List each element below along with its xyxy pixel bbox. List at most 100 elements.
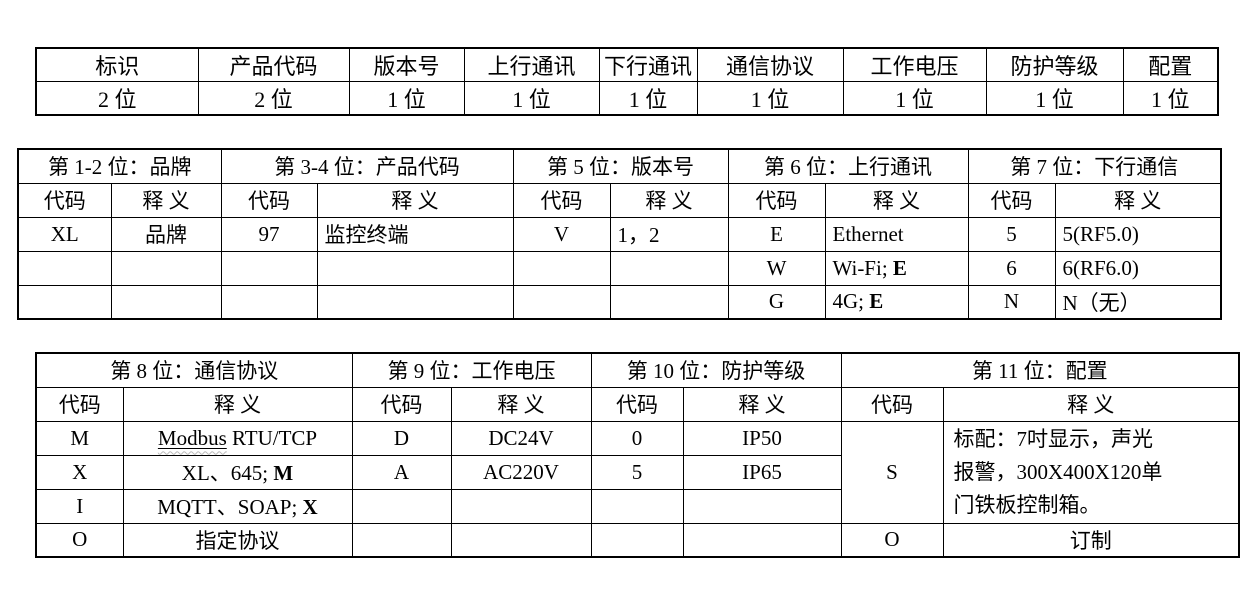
protocol-code-cell: I: [35, 488, 124, 524]
downlink-meaning-cell: 5(RF5.0): [1054, 216, 1222, 252]
config-standard-meaning-cell: 标配：7吋显示，声光 报警，300X400X120单 门铁板控制箱。: [942, 420, 1240, 524]
protocol-meaning-cell: MQTT、SOAP; X: [122, 488, 353, 524]
empty-cell: [682, 522, 842, 558]
meaning-label-cell: 释 义: [609, 182, 729, 218]
uplink-meaning-cell: 4G; E: [824, 284, 969, 320]
empty-cell: [590, 522, 684, 558]
field-length-cell: 1 位: [463, 81, 600, 116]
field-header-cell: 配置: [1122, 47, 1219, 82]
empty-cell: [220, 250, 318, 286]
config-standard-code-cell: S: [840, 420, 944, 524]
table-row: XL 品牌 97 监控终端 V 1，2 E Ethernet 5 5(RF5.0…: [17, 216, 1222, 252]
uplink-meaning-text: Ethernet: [832, 221, 904, 246]
table-row: I MQTT、SOAP; X: [35, 488, 1239, 524]
downlink-meaning-cell: 6(RF6.0): [1054, 250, 1222, 286]
field-length-cell: 1 位: [985, 81, 1124, 116]
code-label-cell: 代码: [727, 182, 826, 218]
group-title-row: 第 1-2 位：品牌 第 3-4 位：产品代码 第 5 位：版本号 第 6 位：…: [17, 148, 1222, 184]
group-title-uplink: 第 6 位：上行通讯: [727, 148, 969, 184]
empty-cell: [351, 488, 452, 524]
column-label-row: 代码 释 义 代码 释 义 代码 释 义 代码 释 义 代码 释 义: [17, 182, 1222, 218]
protection-code-cell: 0: [590, 420, 684, 456]
table-row: M Modbus RTU/TCP D DC24V 0 IP50 S 标配：7吋显…: [35, 420, 1240, 524]
protocol-code-cell: O: [35, 522, 124, 558]
uplink-ref-code: E: [892, 255, 907, 280]
protocol-ref-code: M: [273, 461, 294, 485]
uplink-code-cell: E: [727, 216, 826, 252]
empty-cell: [450, 488, 592, 524]
protection-code-cell: 5: [590, 454, 684, 490]
digits-8-11-table: 第 8 位：通信协议 第 9 位：工作电压 第 10 位：防护等级 第 11 位…: [35, 352, 1241, 558]
downlink-code-cell: 6: [967, 250, 1056, 286]
brand-code-cell: XL: [17, 216, 112, 252]
group-title-protection: 第 10 位：防护等级: [590, 352, 842, 388]
protocol-meaning-cell: 指定协议: [122, 522, 353, 558]
uplink-meaning-cell: Ethernet: [824, 216, 969, 252]
field-length-cell: 2 位: [197, 81, 350, 116]
protection-meaning-cell: IP65: [682, 454, 842, 490]
field-length-cell: 1 位: [348, 81, 465, 116]
field-header-cell: 版本号: [348, 47, 465, 82]
code-label-cell: 代码: [17, 182, 112, 218]
table-row: G 4G; E N N（无）: [17, 284, 1222, 320]
voltage-code-cell: D: [351, 420, 452, 456]
empty-cell: [609, 284, 729, 320]
empty-cell: [590, 488, 684, 524]
voltage-code-cell: A: [351, 454, 452, 490]
brand-meaning-cell: 品牌: [110, 216, 222, 252]
uplink-meaning-text: Wi-Fi;: [832, 255, 893, 280]
group-title-product-code: 第 3-4 位：产品代码: [220, 148, 514, 184]
config-custom-meaning-cell: 订制: [942, 522, 1240, 558]
downlink-meaning-cell: N（无）: [1054, 284, 1222, 320]
table-row: W Wi-Fi; E 6 6(RF6.0): [17, 250, 1222, 286]
uplink-ref-code: E: [869, 289, 884, 314]
code-label-cell: 代码: [967, 182, 1056, 218]
group-title-downlink: 第 7 位：下行通信: [967, 148, 1222, 184]
spellcheck-squiggle: Modbus: [158, 426, 227, 450]
config-meaning-line: 标配：7吋显示，声光: [953, 426, 1154, 451]
code-label-cell: 代码: [351, 386, 452, 422]
field-header-cell: 上行通讯: [463, 47, 600, 82]
empty-cell: [316, 284, 514, 320]
code-structure-table: 标识 产品代码 版本号 上行通讯 下行通讯 通信协议 工作电压 防护等级 配置 …: [35, 47, 1219, 116]
meaning-label-cell: 释 义: [824, 182, 969, 218]
protocol-meaning-cell: XL、645; M: [122, 454, 353, 490]
field-header-cell: 下行通讯: [598, 47, 698, 82]
uplink-code-cell: W: [727, 250, 826, 286]
code-label-cell: 代码: [220, 182, 318, 218]
protocol-code-cell: X: [35, 454, 124, 490]
config-meaning-line: 报警，300X400X120单: [953, 459, 1163, 484]
group-title-row: 第 8 位：通信协议 第 9 位：工作电压 第 10 位：防护等级 第 11 位…: [35, 352, 1240, 388]
empty-cell: [682, 488, 842, 524]
field-length-cell: 1 位: [842, 81, 987, 116]
empty-cell: [351, 522, 452, 558]
field-length-cell: 2 位: [35, 81, 199, 116]
empty-cell: [110, 250, 222, 286]
group-title-protocol: 第 8 位：通信协议: [35, 352, 353, 388]
meaning-label-cell: 释 义: [682, 386, 842, 422]
group-title-brand: 第 1-2 位：品牌: [17, 148, 222, 184]
config-custom-code-cell: O: [840, 522, 944, 558]
empty-cell: [110, 284, 222, 320]
meaning-label-cell: 释 义: [942, 386, 1240, 422]
voltage-meaning-cell: AC220V: [450, 454, 592, 490]
protocol-meaning-text: MQTT、SOAP;: [157, 495, 303, 519]
field-length-cell: 1 位: [696, 81, 844, 116]
protocol-meaning-cell: Modbus RTU/TCP: [122, 420, 353, 456]
protocol-code-cell: M: [35, 420, 124, 456]
downlink-code-cell: 5: [967, 216, 1056, 252]
code-label-cell: 代码: [35, 386, 124, 422]
protocol-meaning-text: RTU/TCP: [226, 425, 318, 450]
empty-cell: [220, 284, 318, 320]
protocol-ref-code: X: [302, 495, 318, 519]
meaning-label-cell: 释 义: [110, 182, 222, 218]
group-title-version: 第 5 位：版本号: [512, 148, 729, 184]
config-meaning-line: 门铁板控制箱。: [953, 492, 1101, 517]
empty-cell: [450, 522, 592, 558]
field-header-cell: 标识: [35, 47, 199, 82]
voltage-meaning-cell: DC24V: [450, 420, 592, 456]
protocol-meaning-word: Modbus: [157, 425, 227, 450]
protection-meaning-cell: IP50: [682, 420, 842, 456]
table-row: O 指定协议 O 订制: [35, 522, 1240, 558]
product-code-cell: 97: [220, 216, 318, 252]
